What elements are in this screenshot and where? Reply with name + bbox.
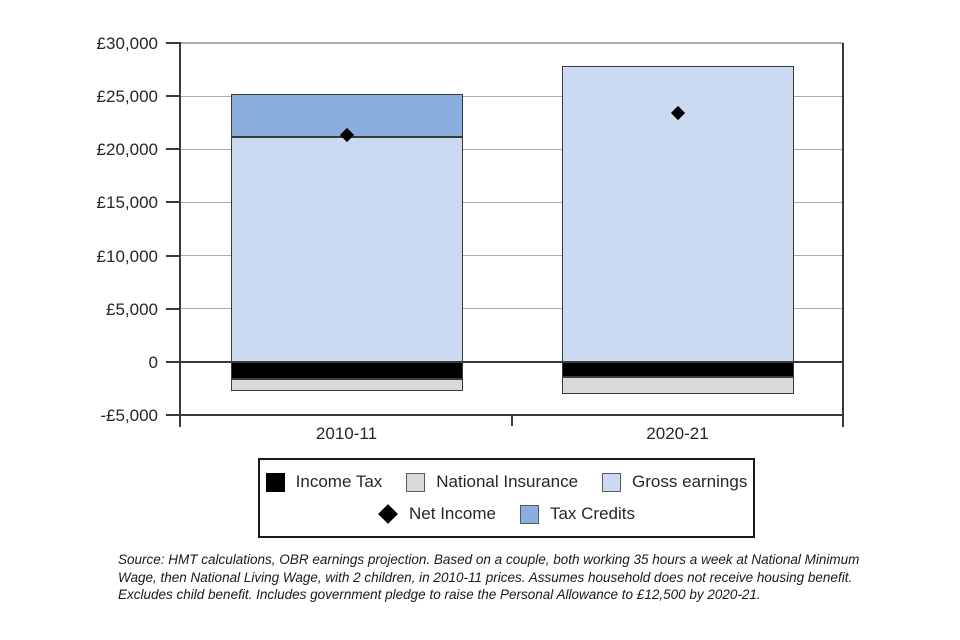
legend-item: Income Tax xyxy=(265,472,383,492)
bar-segment-national-insurance xyxy=(230,378,463,391)
y-axis-label: £5,000 xyxy=(106,299,158,319)
y-axis-label: £30,000 xyxy=(96,34,158,53)
legend-swatch-icon xyxy=(602,472,622,492)
y-axis-line xyxy=(179,43,181,427)
legend-row: Income Tax National Insurance Gross earnin… xyxy=(260,472,753,492)
bar-segment-national-insurance xyxy=(561,377,794,395)
y-axis-label: 0 xyxy=(148,352,158,372)
diamond-marker-icon xyxy=(378,504,398,524)
y-axis-label: -£5,000 xyxy=(100,406,158,425)
y-gridline xyxy=(181,42,843,44)
legend-swatch-icon xyxy=(519,504,539,524)
bar-segment-gross-earnings xyxy=(561,66,794,362)
y-gridline xyxy=(181,255,843,257)
y-gridline xyxy=(181,308,843,310)
y-axis-tick xyxy=(166,414,181,416)
y-axis-tick xyxy=(166,148,181,151)
y-axis-tick xyxy=(166,254,181,257)
y-axis-label: £15,000 xyxy=(96,193,158,213)
chart-legend: Income Tax National Insurance Gross earnin… xyxy=(258,458,755,538)
y-axis-tick xyxy=(166,307,181,310)
plot-right-border xyxy=(842,43,844,427)
legend-label: Gross earnings xyxy=(632,472,748,491)
legend-swatch-icon xyxy=(406,472,426,492)
source-note: Source: HMT calculations, OBR earnings p… xyxy=(118,552,860,603)
y-axis-label: £25,000 xyxy=(96,87,158,107)
legend-label: Net Income xyxy=(409,504,496,523)
y-axis-label: £20,000 xyxy=(96,140,158,160)
bar-segment-income-tax xyxy=(230,361,463,379)
bar-segment-gross-earnings xyxy=(230,136,463,362)
legend-item: Gross earnings xyxy=(602,472,747,492)
y-gridline xyxy=(181,201,843,203)
legend-label: Tax Credits xyxy=(549,504,635,523)
x-axis-tick xyxy=(511,415,513,426)
y-axis-tick xyxy=(166,42,181,44)
chart-plot-area: £30,000 £25,000 £20,000 £15,000 £10,000 £5,00… xyxy=(96,34,844,443)
x-axis-label: 2010-11 xyxy=(315,424,378,443)
legend-label: National Insurance xyxy=(436,472,579,491)
legend-item: Net Income xyxy=(378,504,496,524)
legend-item: National Insurance xyxy=(406,472,578,492)
y-axis-label: £10,000 xyxy=(96,246,158,266)
y-axis-tick xyxy=(166,201,181,204)
y-axis-tick xyxy=(166,95,181,98)
y-gridline xyxy=(181,148,843,150)
legend-label: Income Tax xyxy=(295,472,383,491)
legend-item: Tax Credits xyxy=(519,504,635,524)
zero-axis-line xyxy=(181,360,843,363)
bar-segment-income-tax xyxy=(561,361,794,378)
legend-row: Net Income Tax Credits xyxy=(260,504,753,524)
x-axis-label: 2020-21 xyxy=(646,424,709,443)
y-gridline xyxy=(181,95,843,97)
y-axis-tick xyxy=(166,360,181,363)
legend-swatch-icon xyxy=(265,472,285,492)
